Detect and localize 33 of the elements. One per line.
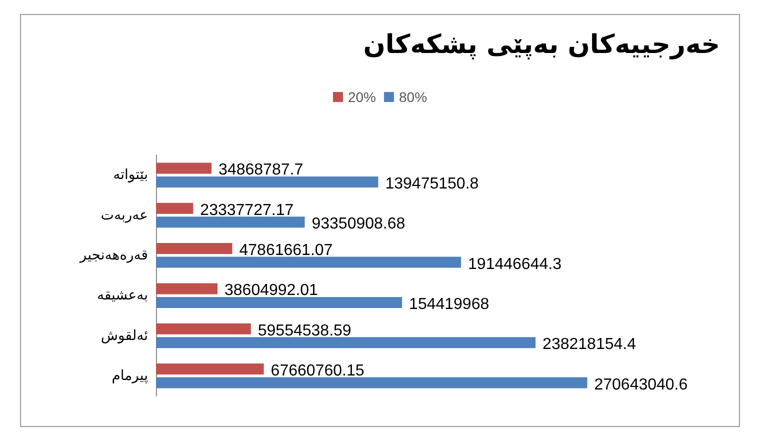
data-label: 59554538.59 — [258, 322, 352, 340]
bar — [156, 296, 402, 308]
data-label: 93350908.68 — [312, 216, 406, 233]
data-label: 34868787.7 — [218, 162, 304, 179]
bar — [156, 176, 378, 188]
bar — [156, 377, 588, 388]
bar — [156, 323, 251, 334]
y-tick-label: قەرەهەنجیر — [78, 247, 148, 264]
bar — [156, 256, 462, 268]
data-label: 270643040.6 — [594, 376, 688, 394]
data-label: 154419968 — [409, 296, 490, 313]
data-label: 238218154.4 — [542, 336, 636, 354]
data-label: 191446644.3 — [468, 256, 562, 273]
bar — [156, 283, 218, 294]
bar — [156, 364, 264, 375]
bar — [156, 243, 232, 254]
bar — [156, 337, 536, 348]
y-tick-label: ئەلقوش — [100, 328, 148, 344]
data-label: 139475150.8 — [385, 175, 479, 192]
data-label: 23337727.17 — [200, 202, 294, 219]
bar — [156, 216, 305, 228]
chart-title: خەرجییەکان بەپێی پشکەکان — [363, 30, 720, 60]
data-label: 38604992.01 — [224, 282, 318, 300]
y-tick-label: پیرمام — [112, 368, 148, 384]
bar — [156, 162, 212, 174]
data-label: 47861661.07 — [239, 242, 333, 260]
y-tick-label: بەعشیقە — [96, 288, 148, 304]
legend-label: 20% — [348, 89, 376, 105]
y-tick-label: بێتواتە — [113, 167, 148, 184]
bar — [156, 202, 194, 214]
legend-label: 80% — [399, 89, 428, 105]
y-tick-label: عەربەت — [100, 207, 148, 224]
data-label: 67660760.15 — [270, 362, 364, 380]
